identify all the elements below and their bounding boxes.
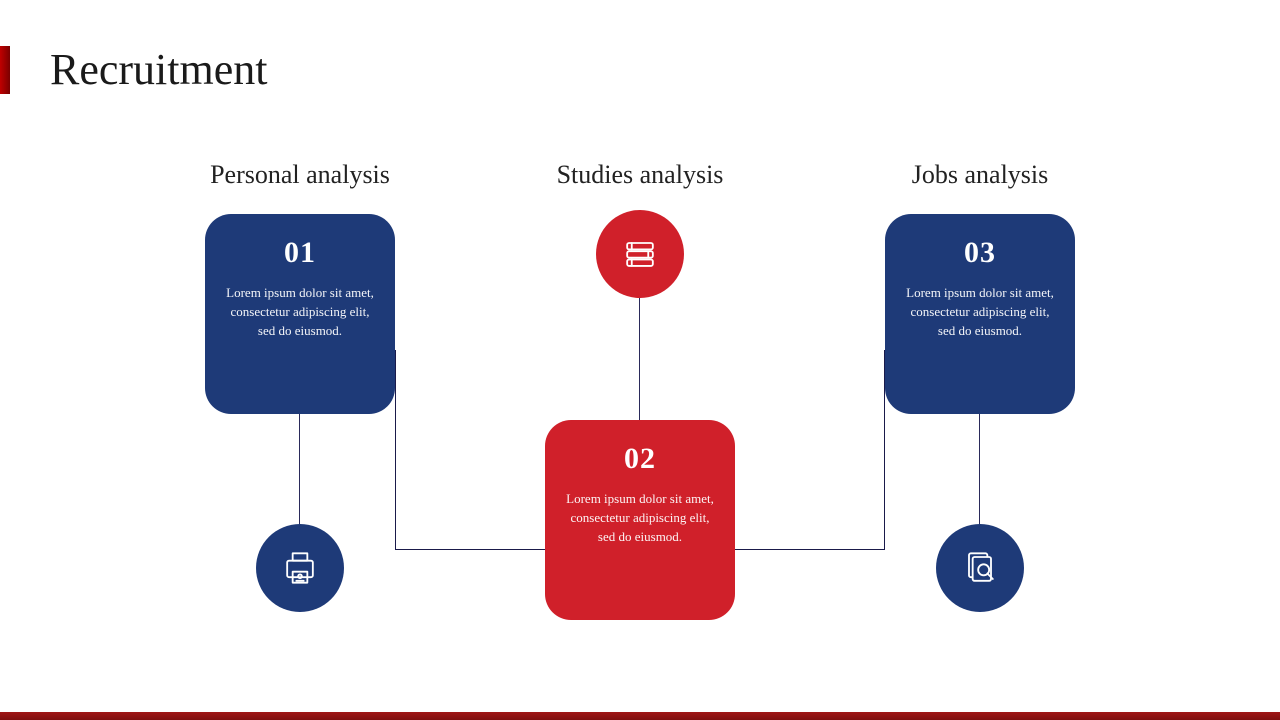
connector-u-right	[735, 350, 885, 550]
step-title-1: Personal analysis	[170, 160, 430, 190]
books-icon	[596, 210, 684, 298]
slide: Recruitment Personal analysis Studies an…	[0, 0, 1280, 720]
connector-u-left	[395, 350, 545, 550]
step-card-3: 03 Lorem ipsum dolor sit amet, consectet…	[885, 214, 1075, 414]
printer-id-icon	[256, 524, 344, 612]
step-title-3: Jobs analysis	[850, 160, 1110, 190]
connector-line	[299, 414, 300, 534]
step-number-1: 01	[223, 236, 377, 270]
step-body-1: Lorem ipsum dolor sit amet, consectetur …	[223, 284, 377, 341]
doc-search-icon	[936, 524, 1024, 612]
step-number-2: 02	[563, 442, 717, 476]
step-title-2: Studies analysis	[510, 160, 770, 190]
step-number-3: 03	[903, 236, 1057, 270]
connector-line	[639, 298, 640, 420]
step-body-2: Lorem ipsum dolor sit amet, consectetur …	[563, 490, 717, 547]
step-card-1: 01 Lorem ipsum dolor sit amet, consectet…	[205, 214, 395, 414]
step-card-2: 02 Lorem ipsum dolor sit amet, consectet…	[545, 420, 735, 620]
footer-strip	[0, 712, 1280, 720]
diagram-canvas: Personal analysis Studies analysis Jobs …	[0, 0, 1280, 720]
step-body-3: Lorem ipsum dolor sit amet, consectetur …	[903, 284, 1057, 341]
connector-line	[979, 414, 980, 534]
